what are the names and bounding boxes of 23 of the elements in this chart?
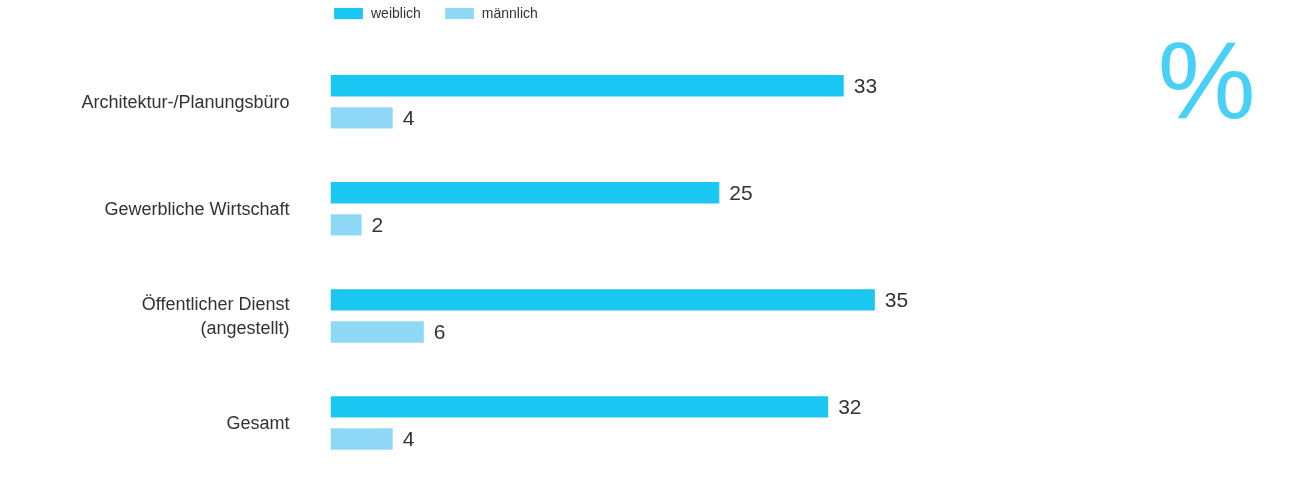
data-label: 33 — [853, 73, 878, 97]
bar — [330, 428, 393, 450]
bar — [330, 214, 362, 236]
bar — [330, 75, 844, 97]
data-label: 4 — [402, 105, 415, 129]
text: % — [1157, 17, 1256, 141]
y-tick-label: Gewerbliche Wirtschaft — [104, 198, 290, 219]
data-label: 25 — [729, 180, 753, 204]
bar — [330, 321, 424, 343]
data-label: 2 — [371, 212, 384, 236]
data-label: 35 — [884, 287, 909, 311]
data-label: 4 — [402, 426, 415, 450]
bar — [330, 289, 875, 311]
bar — [330, 107, 393, 129]
bar — [330, 182, 720, 204]
data-label: 32 — [838, 394, 862, 418]
data-label: 6 — [433, 319, 446, 343]
legend-label: weiblich — [371, 5, 421, 21]
y-tick-label: Öffentlicher Dienst (angestellt) — [141, 293, 290, 338]
y-tick-label: Architektur-/Planungsbüro — [81, 91, 290, 112]
y-tick-label: Gesamt — [226, 412, 290, 433]
bar — [330, 396, 829, 418]
legend-label: männlich — [481, 5, 538, 21]
